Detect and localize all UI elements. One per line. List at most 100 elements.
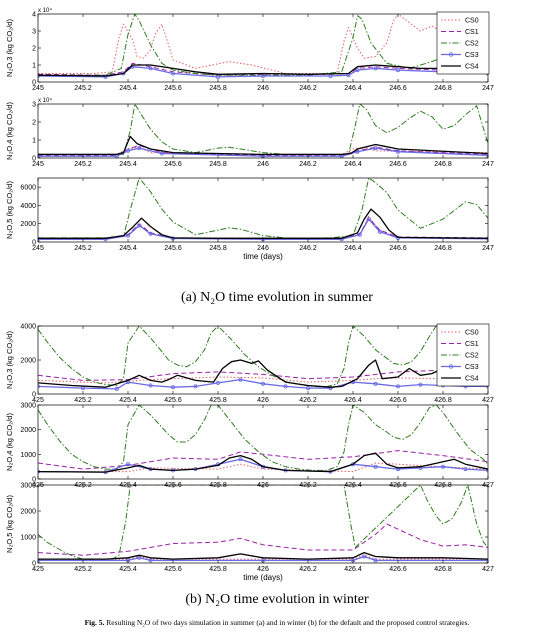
x-tick-label: 246.6	[389, 161, 407, 168]
data-point-cs3	[355, 68, 360, 73]
legend: CS0 CS1 CS2 CS3 CS4	[436, 11, 490, 75]
series-group	[38, 485, 488, 563]
x-tick-label: 246.6	[389, 245, 407, 252]
y-axis-label: N₂O,3 (kg CO₂/d)	[5, 331, 14, 389]
chart-panel-summer-zone4: 245 245.2 245.4 245.6 245.8 246 246.2 246.4 246.…	[5, 97, 494, 168]
x-tick-label: 425.4	[119, 397, 137, 404]
axes-frame	[37, 484, 489, 564]
series-group	[38, 405, 488, 475]
x-axis-label: time (days)	[243, 252, 283, 261]
data-point-cs3	[126, 233, 131, 238]
x-tick-label: 246.2	[299, 245, 317, 252]
y-tick-label: 2	[32, 120, 36, 127]
x-tick-label: 426.8	[434, 397, 452, 404]
x-tick-label: 427	[482, 397, 494, 404]
data-point-cs3	[193, 384, 198, 389]
data-point-cs3	[170, 71, 175, 76]
x-tick-label: 245	[32, 85, 44, 92]
series-line-cs2	[38, 104, 488, 155]
data-point-cs3	[260, 74, 265, 79]
legend-marker-cs3	[448, 52, 454, 57]
x-tick-label: 246.4	[344, 161, 362, 168]
legend-label-cs0: CS0	[465, 18, 479, 25]
x-tick-label: 426.6	[389, 566, 407, 573]
axes-frame	[37, 177, 489, 243]
data-point-cs3	[395, 149, 400, 154]
series-line-cs3	[38, 378, 488, 390]
figure-text: Resulting N₂O of two days simulation in …	[106, 618, 470, 627]
x-tick-label: 246.2	[299, 161, 317, 168]
data-point-cs3	[170, 385, 175, 390]
y-tick-label: 1	[32, 63, 36, 70]
y-tick-label: 2000	[20, 509, 36, 516]
data-point-cs3	[159, 151, 164, 156]
legend-label-cs1: CS1	[465, 29, 479, 36]
y-tick-label: 6000	[20, 185, 36, 192]
x-tick-label: 425.2	[74, 397, 92, 404]
x-tick-label: 245.6	[164, 85, 182, 92]
series-line-cs4	[38, 64, 488, 77]
data-point-cs3	[395, 68, 400, 73]
series-group	[38, 326, 488, 391]
x-tick-label: 426	[257, 566, 269, 573]
series-group	[38, 104, 488, 158]
y-axis-label: N₂O,5 (kg CO₂/d)	[5, 181, 14, 239]
series-line-cs2	[38, 405, 488, 471]
data-point-cs3	[148, 231, 153, 236]
data-point-cs3	[328, 386, 333, 391]
figure-caption: Fig. 5. Resulting N₂O of two days simula…	[0, 618, 554, 627]
x-tick-label: 425.8	[209, 566, 227, 573]
series-line-cs4	[38, 208, 488, 239]
series-line-cs2	[38, 178, 488, 239]
series-line-cs2	[38, 14, 488, 76]
y-tick-label: 3000	[20, 403, 36, 410]
data-point-cs3	[148, 558, 153, 563]
series-line-cs1	[38, 523, 488, 556]
chart-panel-winter-zone3: 425 425.2 425.4 425.6 425.8 426 426.2 426.4 426.…	[5, 324, 494, 405]
x-tick-label: 426.6	[389, 397, 407, 404]
x-tick-label: 245.4	[119, 245, 137, 252]
y-axis-label: N₂O,3 (kg CO₂/d)	[5, 19, 14, 77]
x-tick-label: 246.8	[434, 245, 452, 252]
y-tick-label: 2000	[20, 221, 36, 228]
x-tick-label: 246	[257, 161, 269, 168]
x-tick-label: 246.8	[434, 161, 452, 168]
y-tick-label: 0	[32, 80, 36, 87]
x-tick-label: 245.2	[74, 161, 92, 168]
data-point-cs3	[137, 146, 142, 151]
data-point-cs3	[260, 381, 265, 386]
x-tick-label: 246	[257, 85, 269, 92]
x-tick-label: 245.8	[209, 161, 227, 168]
y-tick-label: 0	[32, 561, 36, 568]
x-tick-label: 425.6	[164, 397, 182, 404]
y-tick-label: 3000	[20, 483, 36, 490]
series-line-cs2	[38, 485, 488, 561]
y-tick-label: 2000	[20, 358, 36, 365]
x-tick-label: 247	[482, 161, 494, 168]
axes-frame	[37, 13, 489, 83]
x-tick-label: 246.6	[389, 85, 407, 92]
data-point-cs3	[373, 66, 378, 71]
x-tick-label: 426	[257, 397, 269, 404]
legend-label-cs3: CS3	[465, 52, 479, 59]
data-point-cs3	[377, 229, 382, 234]
data-point-cs3	[126, 462, 131, 467]
legend-label-cs0: CS0	[465, 330, 479, 337]
winter-caption: (b) N₂O time evolution in winter	[185, 592, 369, 607]
x-tick-label: 245.4	[119, 85, 137, 92]
y-tick-label: 0	[32, 156, 36, 163]
legend-label-cs1: CS1	[465, 341, 479, 348]
legend-label-cs2: CS2	[465, 353, 479, 360]
series-line-cs3	[38, 218, 488, 240]
y-tick-label: 1	[32, 138, 36, 145]
y-tick-label: 0	[32, 392, 36, 399]
x-tick-label: 245	[32, 161, 44, 168]
series-line-cs4	[38, 452, 488, 473]
data-point-cs3	[357, 232, 362, 237]
data-point-cs3	[114, 386, 119, 391]
x-tick-label: 426.2	[299, 397, 317, 404]
x-tick-label: 245.6	[164, 161, 182, 168]
x-tick-label: 247	[482, 245, 494, 252]
x-tick-label: 245.2	[74, 245, 92, 252]
